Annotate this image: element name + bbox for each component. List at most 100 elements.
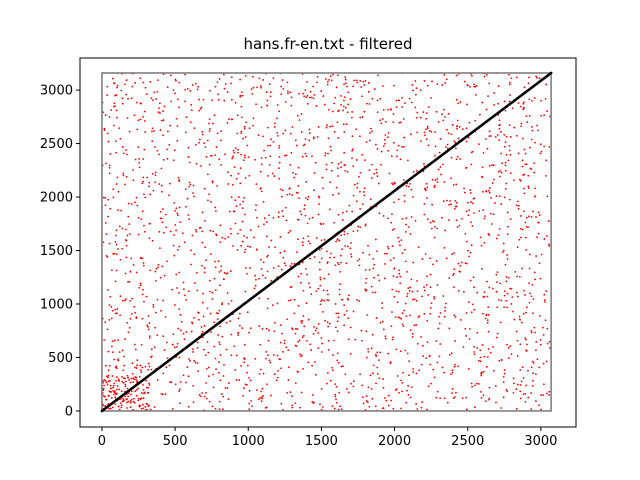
noise-point [333, 221, 335, 224]
noise-point [195, 271, 198, 274]
noise-point [538, 262, 541, 265]
noise-point [305, 96, 307, 99]
noise-point [364, 159, 366, 162]
noise-point [426, 275, 428, 278]
noise-point [335, 401, 338, 404]
noise-point [422, 111, 425, 113]
noise-point [478, 143, 480, 146]
noise-point [215, 210, 217, 213]
noise-point [523, 148, 526, 151]
noise-point [230, 354, 233, 357]
noise-point [239, 78, 241, 81]
noise-point [294, 382, 297, 385]
noise-point [216, 318, 219, 321]
noise-point [352, 165, 355, 168]
noise-point [523, 101, 525, 104]
noise-point [464, 327, 467, 330]
noise-point [153, 406, 156, 408]
noise-point [178, 245, 181, 248]
noise-point [230, 196, 233, 199]
noise-point [285, 346, 288, 349]
noise-point [137, 233, 140, 236]
noise-point [151, 140, 154, 143]
noise-point [376, 111, 379, 114]
noise-point [261, 397, 264, 400]
noise-point [105, 233, 108, 236]
noise-point [300, 213, 303, 216]
noise-point [499, 282, 501, 285]
noise-point [285, 219, 288, 222]
noise-point [326, 80, 329, 83]
noise-point [450, 156, 453, 159]
noise-point [503, 100, 506, 103]
noise-point [197, 85, 200, 88]
noise-point [197, 370, 199, 372]
noise-point [425, 357, 427, 360]
noise-point [488, 286, 491, 289]
noise-point [139, 284, 142, 287]
noise-point [332, 193, 334, 196]
noise-point [209, 128, 211, 130]
noise-point [128, 326, 131, 329]
noise-point [454, 141, 457, 144]
noise-point [412, 298, 414, 301]
noise-point [337, 162, 340, 165]
noise-point [394, 316, 397, 318]
noise-point [370, 177, 373, 180]
noise-point [452, 286, 455, 289]
axes-frame [79, 57, 577, 428]
noise-point [486, 356, 489, 358]
noise-point [105, 162, 107, 165]
noise-point [201, 264, 203, 267]
noise-point [532, 210, 534, 213]
noise-point [363, 191, 365, 193]
noise-point [509, 81, 511, 84]
y-tick-label: 3000 [40, 84, 73, 99]
noise-point [187, 405, 190, 408]
noise-point [499, 130, 502, 133]
noise-point [497, 234, 500, 236]
noise-point [148, 335, 151, 337]
noise-point [365, 356, 368, 359]
noise-point [132, 264, 135, 266]
noise-point [384, 263, 386, 265]
noise-point [488, 386, 491, 389]
noise-point [288, 187, 291, 190]
noise-point [323, 238, 326, 241]
noise-point [182, 288, 185, 291]
noise-point [503, 369, 506, 371]
noise-point [405, 217, 408, 220]
noise-point [329, 125, 331, 128]
noise-point [547, 220, 550, 222]
noise-point [471, 225, 474, 227]
noise-point [427, 144, 430, 147]
noise-point [494, 385, 497, 387]
noise-point [154, 171, 157, 174]
noise-point [356, 182, 359, 185]
noise-point [387, 108, 389, 111]
noise-point [481, 371, 483, 374]
noise-point [420, 406, 423, 409]
noise-point [337, 408, 340, 411]
noise-point [521, 366, 524, 369]
noise-point [127, 202, 130, 205]
noise-point [350, 253, 352, 256]
noise-point [237, 196, 240, 199]
noise-point [340, 95, 342, 97]
noise-point [243, 358, 246, 360]
noise-point [305, 302, 308, 305]
noise-point [235, 354, 238, 357]
noise-point [344, 245, 347, 247]
noise-point [134, 158, 137, 161]
noise-point [475, 382, 478, 385]
noise-point [124, 183, 126, 186]
noise-point [455, 205, 458, 208]
noise-point [106, 328, 109, 331]
noise-point [411, 290, 414, 293]
noise-point [444, 302, 447, 305]
noise-point [376, 175, 379, 178]
noise-point [255, 103, 257, 106]
noise-point [320, 239, 323, 242]
noise-point [372, 267, 375, 270]
noise-point [524, 152, 527, 155]
